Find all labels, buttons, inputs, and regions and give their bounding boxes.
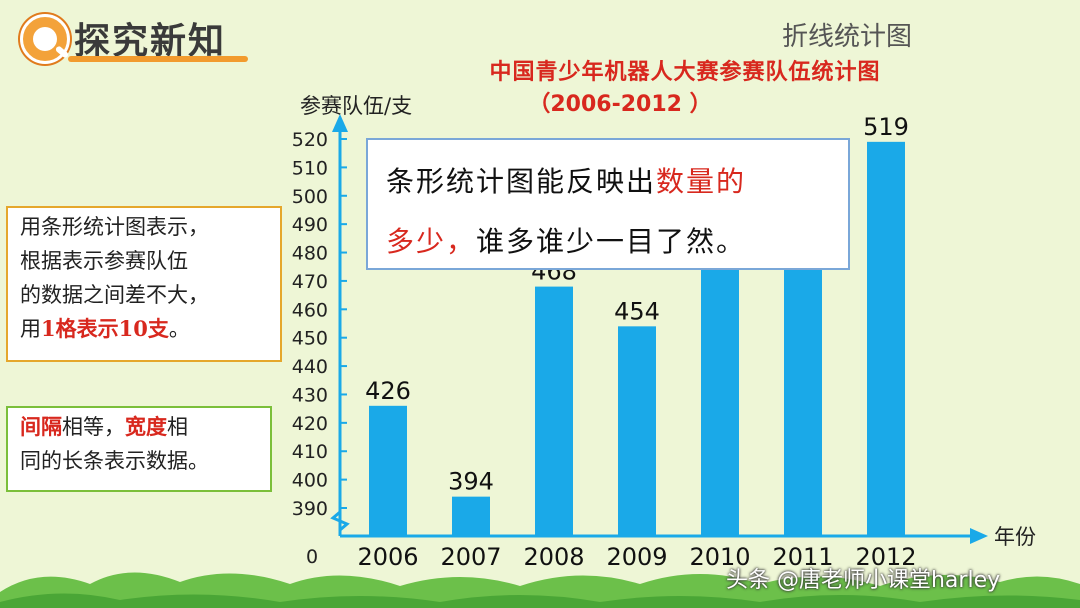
header-banner: 探究新知: [8, 4, 248, 64]
y-tick-label: 410: [292, 441, 328, 463]
axis-break-mark: [330, 510, 350, 532]
y-tick-label: 420: [292, 413, 328, 435]
note-scale: 用条形统计图表示， 根据表示参赛队伍 的数据之间差不大， 用1格表示10支。: [6, 206, 282, 362]
page-title: 探究新知: [74, 20, 227, 62]
bar: [452, 496, 490, 536]
callout-line: 条形统计图能反映出数量的: [386, 165, 747, 198]
note-line: 根据表示参赛队伍: [20, 249, 188, 273]
x-tick-label: 2006: [357, 543, 418, 571]
note-line: 同的长条表示数据。: [20, 449, 209, 473]
x-tick-label: 2011: [772, 543, 833, 571]
note-line: 的数据之间差不大，: [20, 283, 209, 307]
y-tick-label: 520: [292, 129, 328, 151]
y-tick-label: 500: [292, 186, 328, 208]
origin-label: 0: [306, 546, 318, 568]
y-tick-label: 490: [292, 214, 328, 236]
title-underline: [68, 56, 248, 62]
y-tick-label: 460: [292, 299, 328, 321]
bar: [784, 252, 822, 537]
callout-line: 多少，谁多谁少一目了然。: [386, 225, 747, 258]
y-tick-label: 440: [292, 356, 328, 378]
y-tick-label: 510: [292, 157, 328, 179]
x-tick-label: 2012: [855, 543, 916, 571]
y-axis-label: 参赛队伍/支: [300, 94, 412, 118]
x-axis-arrow: [970, 528, 988, 544]
bar-data-label: 519: [863, 113, 909, 141]
y-tick-label: 390: [292, 498, 328, 520]
y-axis-arrow: [332, 114, 348, 132]
note-line: 用条形统计图表示，: [20, 215, 209, 239]
bar: [535, 286, 573, 536]
callout-box: 条形统计图能反映出数量的 多少，谁多谁少一目了然。: [366, 138, 850, 270]
x-tick-label: 2010: [689, 543, 750, 571]
chart-subtitle: （2006-2012 ）: [528, 92, 712, 117]
bar-data-label: 426: [365, 377, 411, 405]
chart-title: 中国青少年机器人大赛参赛队伍统计图: [489, 59, 881, 85]
y-tick-label: 480: [292, 243, 328, 265]
y-tick-label: 470: [292, 271, 328, 293]
x-axis-label: 年份: [994, 525, 1036, 549]
bar-data-label: 454: [614, 297, 660, 325]
x-tick-label: 2008: [523, 543, 584, 571]
note-line: 间隔相等，宽度相: [20, 414, 188, 439]
x-tick-label: 2007: [440, 543, 501, 571]
watermark: 头条 @唐老师小课堂harley: [726, 568, 1001, 593]
y-tick-label: 430: [292, 384, 328, 406]
magnifier-logo-icon: [20, 14, 70, 64]
note-width: 间隔相等，宽度相 同的长条表示数据。: [6, 406, 272, 492]
bar: [867, 141, 905, 537]
y-tick-label: 400: [292, 470, 328, 492]
bar-data-label: 394: [448, 468, 494, 496]
grass-hills-decoration: [0, 572, 1080, 608]
x-tick-label: 2009: [606, 543, 667, 571]
bar: [701, 252, 739, 537]
note-line: 用1格表示10支。: [20, 316, 190, 341]
bar: [618, 326, 656, 536]
bar: [369, 405, 407, 536]
section-label: 折线统计图: [781, 22, 912, 52]
y-tick-label: 450: [292, 328, 328, 350]
